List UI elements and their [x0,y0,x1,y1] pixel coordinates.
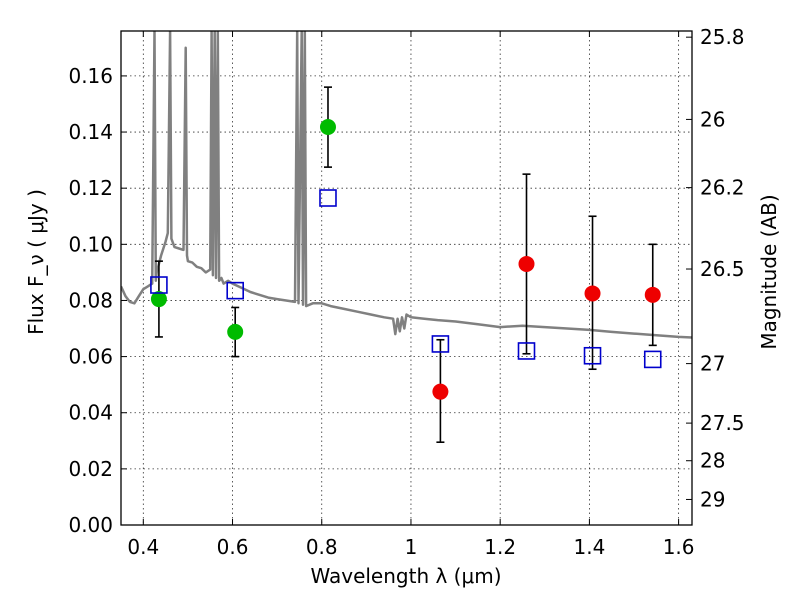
observed-infrared-point [432,383,449,400]
y-tick-label: 0.14 [68,120,113,144]
model-photometry-point [643,350,662,369]
error-bars-layer [154,86,657,443]
y-tick-label: 0.02 [68,457,113,481]
right-tick-label: 29 [700,487,725,511]
y-axis-right-label: Magnitude (AB) [757,194,781,349]
x-axis-label: Wavelength λ (μm) [310,564,501,588]
model-photometry-point [150,276,168,294]
x-tick-label: 1.4 [573,535,605,559]
model-photometry-point [431,335,450,353]
right-tick-label: 28 [700,449,725,473]
observed-optical-point [227,323,244,340]
x-tick-label: 0.8 [306,535,338,559]
x-tick-label: 1 [405,535,418,559]
observed-optical-point [319,118,336,135]
spectrum-line [121,31,692,339]
x-tick-label: 1.6 [663,535,695,559]
y-tick-label: 0.06 [68,345,113,369]
axis-ticks [121,31,692,526]
tick-labels: 0.4 0.6 0.8 1 1.2 1.4 1.6 0.00 0.02 0.04 0.06 0.08 0… [68,25,744,559]
right-tick-label: 25.8 [700,25,745,49]
observed-infrared-point [644,286,661,303]
y-axis-label: Flux F_ν ( μJy ) [24,189,48,335]
grid-lines [121,31,692,526]
right-tick-label: 26 [700,107,725,131]
y-tick-label: 0.12 [68,176,113,200]
y-tick-label: 0.04 [68,401,113,425]
markers-layer [150,118,662,400]
right-tick-label: 26.2 [700,176,745,200]
y-tick-label: 0.00 [68,513,113,537]
observed-optical-point [150,291,167,308]
y-tick-label: 0.10 [68,232,113,256]
model-spectrum-layer [121,31,692,339]
y-tick-label: 0.08 [68,288,113,312]
right-tick-label: 26.5 [700,257,745,281]
model-photometry-point [226,281,244,300]
plot-frame [120,30,693,526]
model-photometry-point [517,342,536,360]
observed-infrared-point [584,285,601,302]
model-photometry-point [319,189,337,207]
x-tick-label: 1.2 [484,535,516,559]
y-tick-label: 0.16 [68,64,113,88]
model-photometry-point [583,346,602,365]
right-tick-label: 27.5 [700,411,745,435]
x-tick-label: 0.4 [127,535,159,559]
x-tick-label: 0.6 [217,535,249,559]
right-tick-label: 27 [700,352,725,376]
observed-infrared-point [518,255,535,272]
